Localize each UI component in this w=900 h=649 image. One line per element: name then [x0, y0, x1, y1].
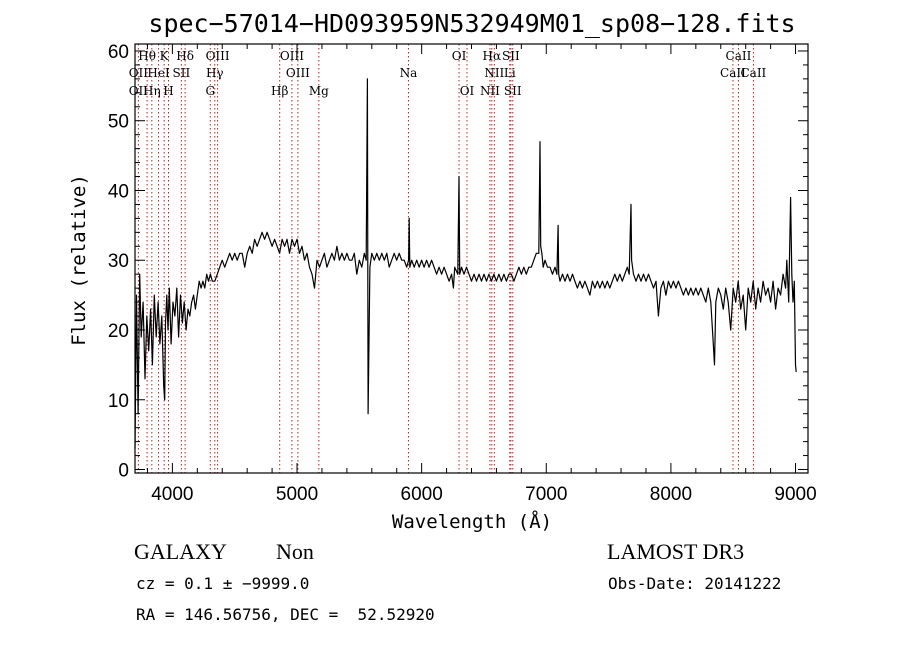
object-subclass: Non: [276, 539, 314, 564]
line-label: Hα: [483, 49, 502, 63]
line-label: K: [160, 49, 170, 63]
x-tick-label: 5000: [276, 484, 318, 505]
y-tick-label: 10: [108, 391, 129, 412]
line-label: HeI: [147, 66, 170, 80]
line-label: CaII: [726, 49, 752, 63]
x-tick-label: 9000: [774, 484, 816, 505]
line-labels: OII OII Hθ Hη HeI K H Hδ SII G Hγ OIII Hβ OIII OIII Mg N…: [129, 49, 767, 98]
y-tick-label: 50: [108, 112, 129, 133]
x-tick-label: 8000: [650, 484, 692, 505]
line-label: Na: [400, 66, 418, 80]
obs-date: Obs-Date: 20141222: [608, 574, 782, 593]
y-axis-label: Flux (relative): [68, 174, 90, 346]
line-label: CaII: [720, 66, 746, 80]
line-label: SII: [504, 84, 522, 98]
line-label: OIII: [280, 49, 304, 63]
x-axis: 4000 5000 6000 7000 8000 9000: [146, 44, 817, 505]
chart-title: spec−57014−HD093959N532949M01_sp08−128.f…: [148, 9, 795, 38]
y-tick-label: 60: [108, 42, 129, 63]
y-tick-label: 40: [108, 181, 129, 202]
line-label: NII: [480, 84, 500, 98]
line-label: G: [205, 84, 215, 98]
redshift-cz: cz = 0.1 ± −9999.0: [136, 574, 310, 593]
x-tick-label: 7000: [525, 484, 567, 505]
line-label: Hη: [143, 84, 161, 98]
object-class: GALAXY: [134, 539, 227, 564]
line-label: Li: [504, 66, 516, 80]
line-label: OII: [129, 66, 149, 80]
y-tick-label: 30: [108, 251, 129, 272]
y-tick-label: 20: [108, 321, 129, 342]
survey-name: LAMOST DR3: [607, 539, 745, 564]
y-axis: 0 10 20 30 40 50 60: [108, 42, 808, 482]
line-label: H: [163, 84, 173, 98]
x-tick-label: 6000: [401, 484, 443, 505]
line-label: Hδ: [176, 49, 194, 63]
x-tick-label: 4000: [151, 484, 193, 505]
line-label: OIII: [206, 49, 230, 63]
line-label: OII: [129, 84, 149, 98]
line-markers: [137, 44, 754, 473]
x-axis-label: Wavelength (Å): [392, 510, 552, 533]
y-tick-label: 0: [118, 461, 129, 482]
line-label: OI: [452, 49, 467, 63]
line-label: Hθ: [138, 49, 156, 63]
line-label: SII: [173, 66, 191, 80]
spectrum-series-line: [134, 78, 797, 449]
line-label: CaII: [740, 66, 766, 80]
line-label: Hγ: [206, 66, 224, 80]
line-label: Mg: [309, 84, 329, 98]
line-label: NII: [484, 66, 504, 80]
line-label: SII: [502, 49, 520, 63]
ra-dec: RA = 146.56756, DEC = 52.52920: [136, 605, 435, 624]
line-label: OI: [460, 84, 475, 98]
line-label: Hβ: [271, 84, 288, 98]
line-label: OIII: [286, 66, 310, 80]
